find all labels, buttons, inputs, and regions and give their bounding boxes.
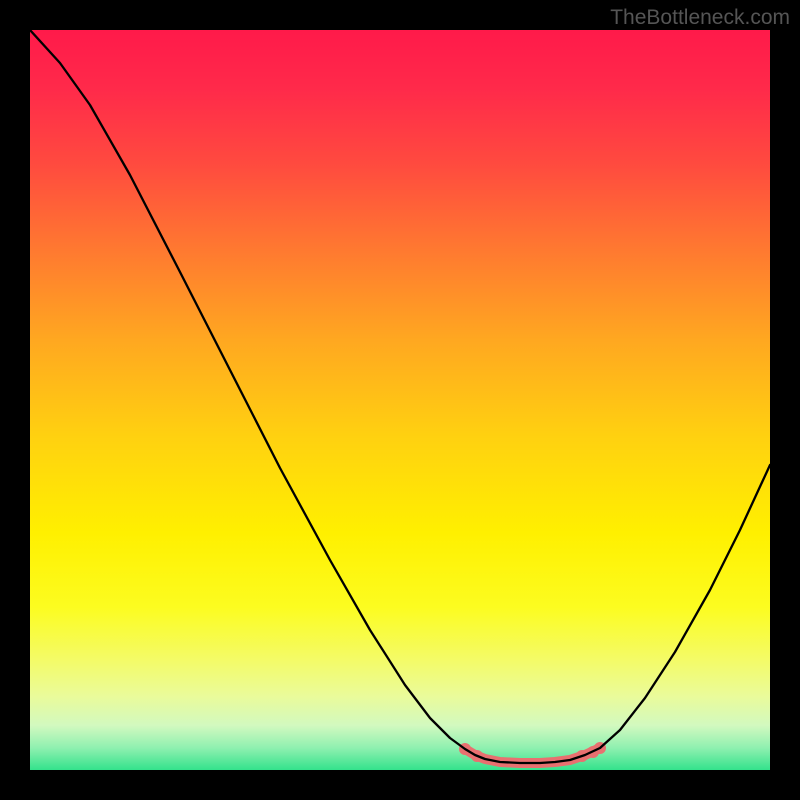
watermark-text: TheBottleneck.com [610, 6, 790, 30]
plot-area [30, 30, 770, 770]
gradient-background [30, 30, 770, 770]
